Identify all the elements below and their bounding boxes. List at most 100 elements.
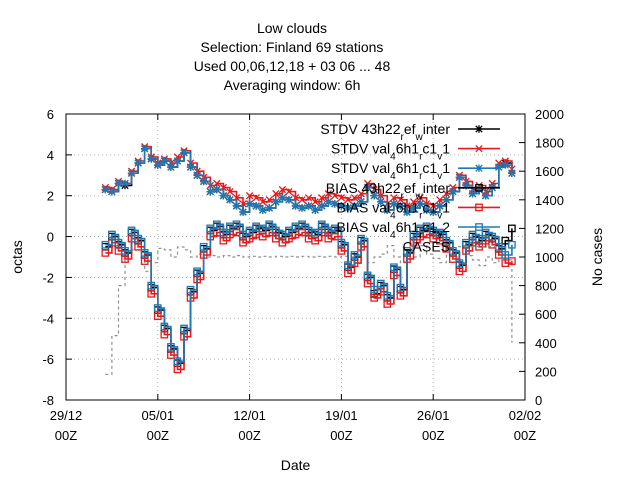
data-point bbox=[167, 351, 175, 359]
data-point bbox=[206, 224, 215, 233]
data-point bbox=[213, 185, 221, 194]
data-point bbox=[147, 155, 155, 163]
data-point bbox=[337, 238, 346, 247]
legend-entry: STDV val46h1rc1v1 bbox=[331, 160, 500, 182]
data-point bbox=[422, 206, 431, 214]
data-point bbox=[134, 242, 142, 251]
legend-label-part: r bbox=[401, 190, 405, 201]
data-point bbox=[226, 187, 234, 196]
y2-tick-label: 1200 bbox=[535, 221, 564, 236]
data-point bbox=[383, 300, 392, 308]
data-point bbox=[416, 194, 424, 202]
data-point bbox=[304, 202, 313, 210]
y2-axis-label: No cases bbox=[589, 228, 605, 286]
data-point bbox=[442, 196, 451, 204]
y2-tick-label: 800 bbox=[535, 279, 557, 294]
data-point bbox=[265, 204, 273, 212]
legend-label-part: inter bbox=[423, 121, 451, 137]
legend-label-part: 6h1 bbox=[396, 219, 420, 235]
data-point bbox=[383, 206, 391, 214]
data-point bbox=[121, 179, 129, 188]
data-point bbox=[475, 234, 483, 243]
legend-label-part: v bbox=[437, 230, 442, 241]
data-point bbox=[324, 190, 332, 198]
data-point bbox=[285, 187, 293, 196]
y2-axis: 0 200 400 600 800 1000 1200 1400 1600 1800 2000 bbox=[519, 107, 564, 408]
data-point bbox=[357, 234, 365, 243]
legend-label: BIAS 43h22refwinter bbox=[326, 180, 451, 202]
data-point bbox=[140, 145, 149, 153]
x-tick-label-hour: 00Z bbox=[422, 428, 444, 443]
series-line bbox=[105, 223, 513, 362]
legend-label-part: v bbox=[437, 151, 442, 162]
data-point bbox=[271, 234, 280, 243]
x-tick-label-hour: 00Z bbox=[238, 428, 260, 443]
data-point bbox=[396, 202, 405, 210]
legend-label-part: BIAS val bbox=[336, 219, 390, 235]
data-point bbox=[219, 192, 228, 200]
data-point bbox=[350, 251, 359, 259]
data-point bbox=[239, 230, 247, 239]
legend-entry: STDV val46h1rc1v1 bbox=[331, 141, 500, 163]
legend-label-part: BIAS val bbox=[336, 199, 390, 215]
legend-label-part: ef bbox=[404, 180, 416, 196]
legend-label-part: 1 bbox=[442, 199, 450, 215]
series-6 bbox=[105, 245, 513, 375]
data-point bbox=[396, 291, 405, 300]
data-point bbox=[396, 283, 405, 292]
data-point bbox=[396, 196, 405, 204]
data-point bbox=[285, 196, 293, 204]
data-point bbox=[318, 202, 326, 210]
data-point bbox=[370, 285, 379, 294]
data-point bbox=[363, 271, 372, 280]
title-line: Selection: Finland 69 stations bbox=[201, 39, 384, 55]
legend-entry: BIAS val46h1rc1v1 bbox=[336, 199, 500, 221]
x-axis: 29/12 00Z 05/01 00Z 12/01 00Z 19/01 00Z 26/01 00Z… bbox=[50, 114, 541, 443]
legend-label-part: c1 bbox=[422, 199, 437, 215]
data-point bbox=[147, 281, 156, 290]
chart-title: Low clouds Selection: Finland 69 stations… bbox=[194, 20, 391, 93]
data-point bbox=[390, 200, 398, 208]
data-point bbox=[429, 208, 437, 216]
data-point bbox=[193, 267, 201, 276]
legend-label: STDV val46h1rc1v1 bbox=[331, 141, 450, 163]
legend-label-part: r bbox=[419, 230, 423, 241]
y-tick-label: -8 bbox=[42, 393, 54, 408]
data-point bbox=[311, 236, 320, 245]
data-point bbox=[344, 269, 352, 278]
legend-label: STDV 43h22refwinter bbox=[320, 121, 450, 143]
data-point bbox=[331, 200, 339, 208]
data-point bbox=[344, 204, 352, 212]
legend-label-part: 6h1 bbox=[396, 199, 420, 215]
legend-marker bbox=[475, 203, 483, 212]
data-point bbox=[160, 157, 169, 165]
x-tick-label-date: 26/01 bbox=[417, 408, 450, 423]
legend-label: STDV val46h1rc1v1 bbox=[331, 160, 450, 182]
data-point bbox=[311, 228, 320, 237]
data-point bbox=[501, 251, 510, 259]
legend-marker bbox=[475, 144, 483, 153]
y2-tick-label: 0 bbox=[535, 393, 542, 408]
data-point bbox=[140, 249, 149, 257]
data-point bbox=[232, 220, 241, 229]
data-point bbox=[455, 173, 464, 182]
y-axis: -8 -6 -4 -2 0 2 4 6 bbox=[42, 107, 72, 408]
data-point bbox=[357, 198, 365, 206]
data-point bbox=[442, 236, 451, 245]
data-point bbox=[475, 185, 483, 194]
data-point bbox=[449, 247, 457, 255]
y-tick-label: -2 bbox=[42, 270, 54, 285]
y2-tick-label: 1600 bbox=[535, 164, 564, 179]
legend-label-part: 1 bbox=[442, 160, 450, 176]
data-point bbox=[409, 204, 418, 212]
data-point bbox=[508, 224, 516, 233]
data-point bbox=[245, 226, 254, 235]
legend-label-part: r bbox=[419, 210, 423, 221]
data-point bbox=[304, 194, 313, 202]
data-point bbox=[121, 247, 129, 255]
legend-label: BIAS val46h1rc1v1 bbox=[336, 199, 450, 221]
data-point bbox=[239, 208, 247, 216]
series-5 bbox=[101, 220, 516, 366]
legend-label-part: 4 bbox=[390, 151, 396, 162]
